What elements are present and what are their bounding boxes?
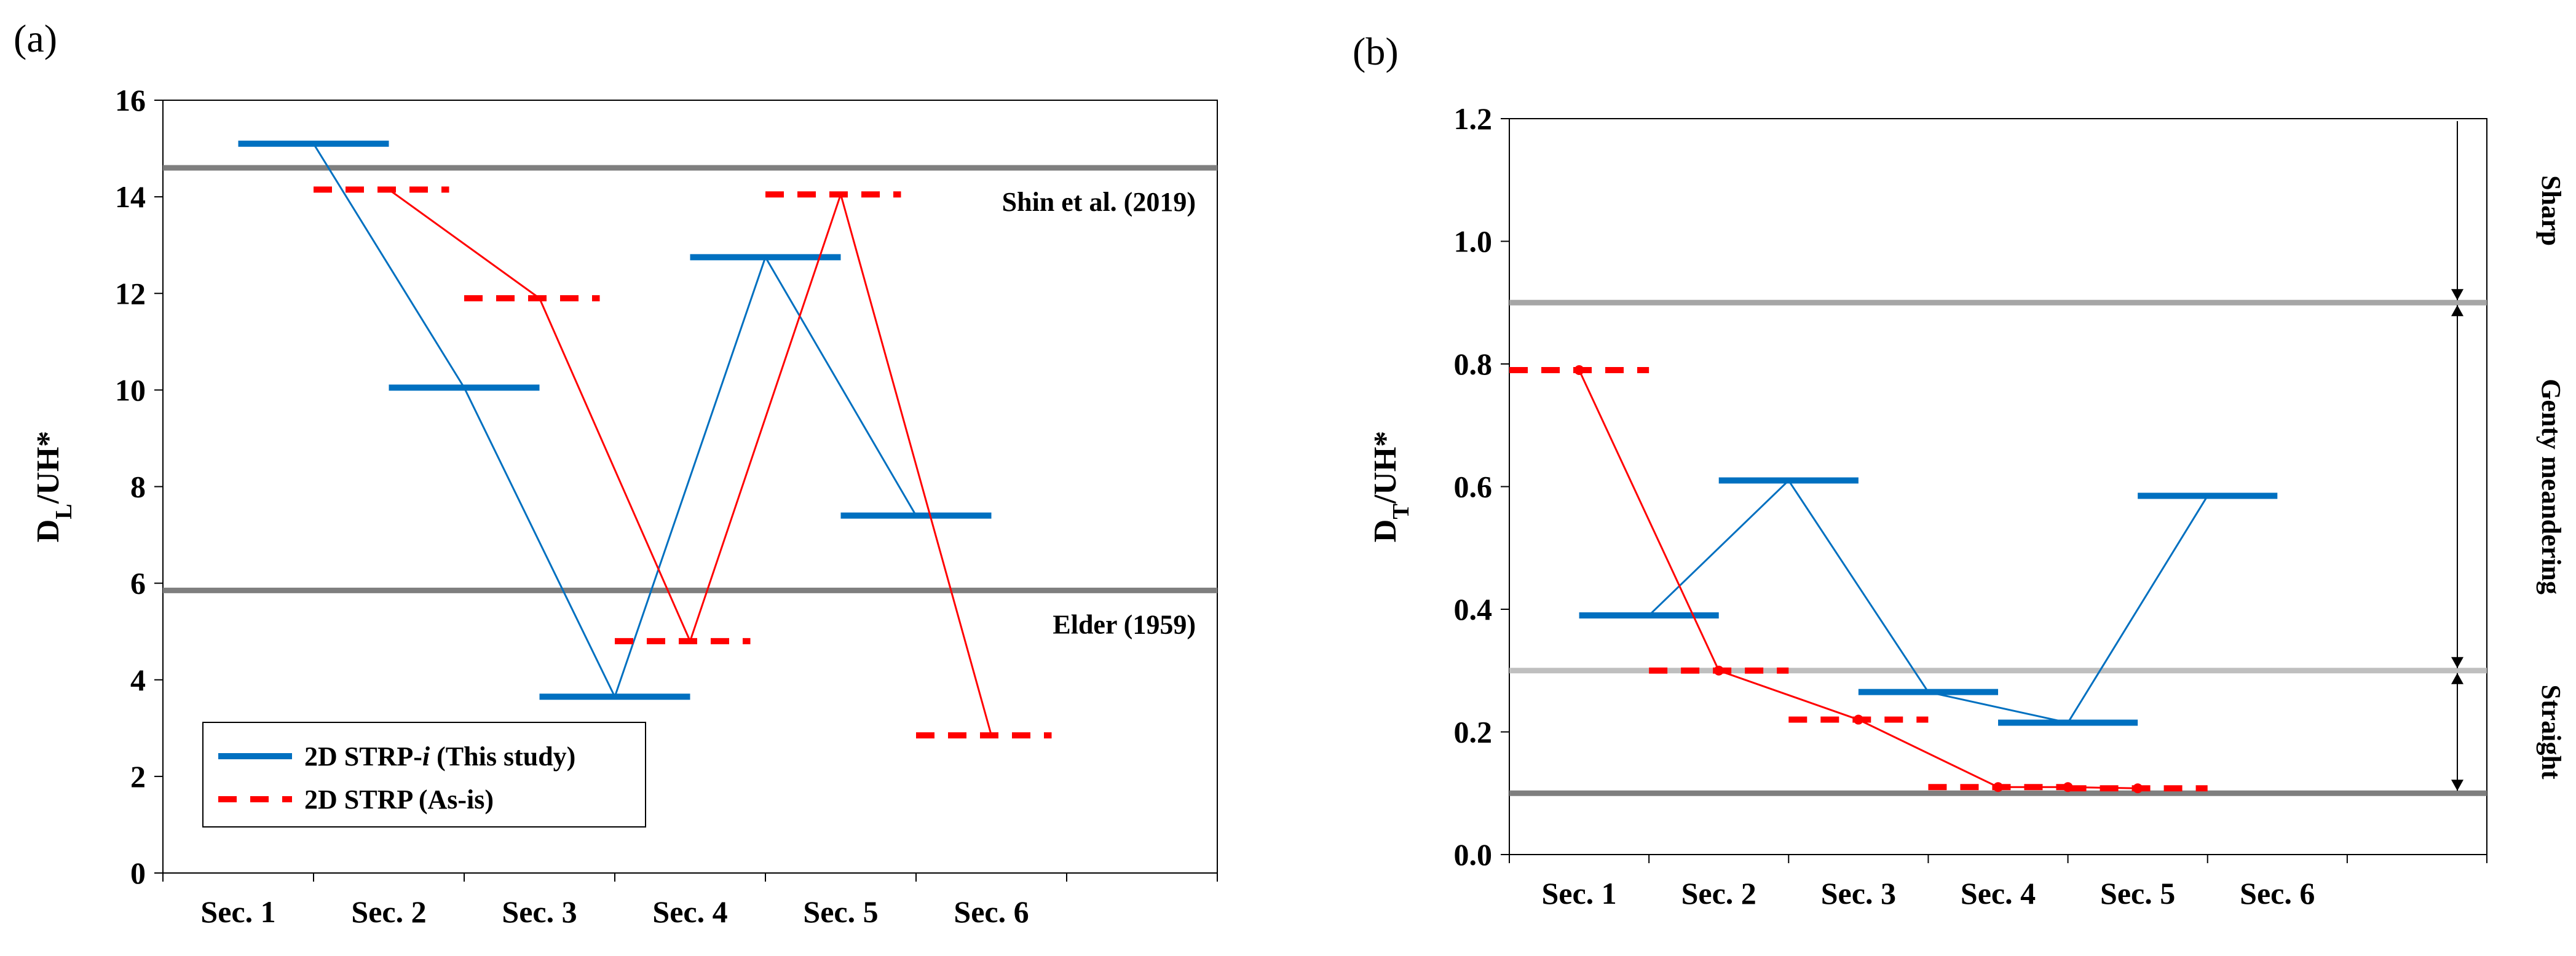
panel-label: (a) [14, 17, 57, 60]
legend-label: 2D STRP (As-is) [304, 784, 494, 815]
legend-frame [202, 722, 646, 828]
zone-arrow-up [2451, 305, 2463, 317]
y-tick-label: 10 [115, 373, 146, 407]
reference-line-label: Shin et al. (2019) [1002, 187, 1196, 217]
y-axis-label: DL/UH* [31, 431, 77, 542]
legend-label-italic: i [422, 741, 430, 772]
series-connector-line [388, 189, 992, 736]
x-tick-label: Sec. 2 [1681, 876, 1756, 911]
series-point [1853, 714, 1863, 725]
x-tick-label: Sec. 5 [803, 895, 878, 929]
zone-arrow-down [2451, 780, 2463, 791]
y-tick-label: 8 [130, 470, 146, 504]
y-axis-label-subscript: T [1388, 504, 1414, 519]
zone-label: Straight [2536, 685, 2566, 780]
y-tick-label: 4 [130, 663, 146, 697]
reference-line-label: Elder (1959) [1053, 609, 1196, 639]
panel-label: (b) [1353, 30, 1399, 73]
y-tick-label: 6 [130, 566, 146, 601]
y-tick-label: 0 [130, 856, 146, 890]
y-tick-label: 12 [115, 276, 146, 310]
x-tick-label: Sec. 4 [652, 895, 727, 929]
y-axis-label-rest: /UH* [1368, 431, 1403, 504]
y-tick-label: 0.8 [1454, 347, 1493, 381]
y-axis-label-subscript: L [51, 504, 77, 519]
y-tick-label: 1.2 [1454, 101, 1493, 136]
legend: 2D STRP-i (This study) 2D STRP (As-is) [202, 722, 646, 828]
x-tick-label: Sec. 6 [954, 895, 1029, 929]
y-tick-label: 0.0 [1454, 837, 1493, 872]
y-tick-label: 1.0 [1454, 224, 1493, 259]
series-point [2063, 782, 2073, 792]
y-axis-label-main: D [31, 519, 66, 543]
series-point [1993, 782, 2003, 792]
series-point [1713, 665, 1724, 676]
panel-b: (b) 0.0 0.2 0.4 0.6 0.8 1.0 1.2 Sec. 1 Sec. 2 Sec.… [1353, 30, 2566, 911]
zone-arrow-down [2451, 657, 2463, 668]
x-tick-label: Sec. 1 [1541, 876, 1616, 911]
x-tick-label: Sec. 4 [1961, 876, 2036, 911]
y-tick-label: 2 [130, 759, 146, 794]
x-tick-label: Sec. 5 [2100, 876, 2175, 911]
x-tick-label: Sec. 2 [351, 895, 426, 929]
y-tick-label: 16 [115, 83, 146, 117]
y-tick-label: 0.6 [1454, 470, 1493, 504]
zone-label: Sharp [2536, 175, 2566, 246]
legend-label-part: 2D STRP- [304, 741, 422, 772]
y-tick-label: 0.2 [1454, 715, 1493, 749]
legend-label-part: (This study) [430, 741, 575, 772]
series-connector-line [1648, 479, 2208, 724]
plot-area-frame [1509, 118, 2487, 855]
series-point [1574, 365, 1584, 375]
series-as-is [1509, 365, 2208, 794]
zone-label: Genty meandering [2536, 379, 2566, 595]
series-this-study [1579, 477, 2278, 726]
y-axis-label: DT/UH* [1368, 431, 1414, 542]
x-tick-label: Sec. 6 [2240, 876, 2315, 911]
series-as-is [314, 186, 1052, 739]
series-this-study [238, 140, 992, 700]
y-tick-label: 0.4 [1454, 592, 1493, 626]
legend-label: 2D STRP-i (This study) [304, 741, 575, 772]
series-point [2133, 783, 2143, 794]
zone-arrow-down [2451, 289, 2463, 301]
y-axis-label-rest: /UH* [31, 431, 66, 504]
zone-arrow-up [2451, 673, 2463, 684]
y-tick-label: 14 [115, 180, 146, 214]
y-axis-label-main: D [1368, 519, 1403, 543]
x-tick-label: Sec. 3 [502, 895, 577, 929]
x-tick-label: Sec. 3 [1821, 876, 1896, 911]
panel-a: (a) 0 2 4 6 8 10 12 14 16 Sec. 1 Sec. 2 Sec. 3 Sec. 4… [14, 17, 1218, 929]
series-connector-line [312, 143, 917, 700]
x-tick-label: Sec. 1 [200, 895, 275, 929]
